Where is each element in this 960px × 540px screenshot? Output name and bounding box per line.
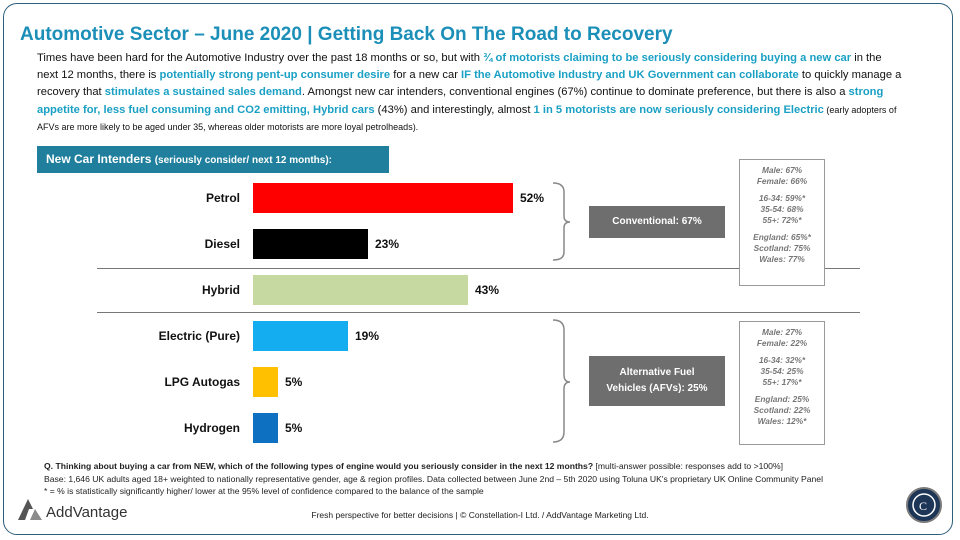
footer-tagline: Fresh perspective for better decisions |… (311, 510, 649, 520)
svg-text:C: C (919, 499, 927, 513)
group-label-afv: Alternative Fuel Vehicles (AFVs): 25% (589, 356, 725, 406)
group-label-text: Conventional: 67% (612, 216, 702, 227)
value-label: 43% (475, 283, 500, 297)
bar-diesel (253, 229, 368, 259)
survey-question-note: [multi-answer possible: responses add to… (593, 461, 783, 471)
panel-title-text: New Car Intenders (46, 152, 152, 166)
category-label: Electric (Pure) (158, 329, 240, 343)
survey-question-line: Q. Thinking about buying a car from NEW,… (44, 460, 924, 473)
demo-line: 35-54: 68% (760, 204, 804, 214)
demo-line: 16-34: 59%* (758, 193, 806, 203)
intro-highlight: stimulates a sustained sales demand (104, 86, 302, 99)
demo-line: Female: 66% (756, 176, 808, 186)
brand-name: AddVantage (46, 504, 128, 521)
intro-text: Times have been hard for the Automotive … (37, 52, 484, 64)
intro-highlight: IF the Automotive Industry and UK Govern… (461, 69, 799, 82)
demo-line: Wales: 12%* (757, 416, 807, 426)
bar-electric-pure (253, 321, 348, 351)
demo-line: Male: 27% (761, 327, 803, 337)
group-braces (552, 182, 571, 443)
group-separator (97, 312, 860, 313)
afv-brace (552, 319, 571, 443)
demo-line: England: 65%* (753, 232, 811, 242)
category-label: Petrol (205, 191, 240, 205)
demo-line: Female: 22% (756, 338, 808, 348)
demo-line: Male: 67% (761, 165, 803, 175)
value-label: 5% (285, 375, 303, 389)
demo-line: England: 25% (754, 394, 810, 404)
constellation-logo-icon: C (906, 487, 942, 523)
value-label: 23% (375, 237, 400, 251)
bar-lpg-autogas (253, 367, 278, 397)
bar-hybrid (253, 275, 468, 305)
survey-question: Q. Thinking about buying a car from NEW,… (44, 461, 594, 471)
value-label: 52% (520, 191, 545, 205)
intro-highlight: potentially strong pent-up consumer desi… (159, 69, 391, 82)
bar-hydrogen (253, 413, 278, 443)
category-label: Hydrogen (183, 421, 240, 435)
demo-line: Scotland: 75% (753, 243, 811, 253)
bar-petrol (253, 183, 513, 213)
demo-line: 55+: 17%* (762, 377, 802, 387)
intro-highlight: ¾ of motorists claiming to be seriously … (483, 52, 852, 64)
intro-text: in the next 12 months, there is (37, 52, 882, 82)
addvantage-logo-icon (18, 499, 42, 520)
group-label-conventional: Conventional: 67% (589, 206, 725, 238)
intro-text: . Amongst new car intenders, conventiona… (301, 86, 849, 99)
intro-text: to quickly manage a recovery that (37, 69, 902, 99)
intro-text: (43%) and interestingly, almost (374, 103, 534, 116)
chart-panel-title: New Car Intenders (seriously consider/ n… (37, 146, 389, 173)
demo-line: Wales: 77% (759, 254, 805, 264)
slide-title: Automotive Sector – June 2020 | Getting … (20, 24, 673, 45)
demo-line: 35-54: 25% (760, 366, 804, 376)
value-label: 19% (355, 329, 380, 343)
category-label: Diesel (204, 237, 240, 251)
value-label: 5% (285, 421, 303, 435)
survey-base: Base: 1,646 UK adults aged 18+ weighted … (44, 473, 823, 484)
panel-subtitle: (seriously consider/ next 12 months): (154, 155, 332, 166)
demographics-box-conventional: Male: 67% Female: 66% 16-34: 59%* 35-54:… (739, 159, 825, 286)
intro-paragraph: Times have been hard for the Automotive … (37, 50, 903, 136)
demo-line: 55+: 72%* (762, 215, 802, 225)
intro-highlight: 1 in 5 motorists are now seriously consi… (533, 103, 824, 116)
footnotes: Q. Thinking about buying a car from NEW,… (44, 460, 924, 498)
group-label-text: Alternative Fuel (619, 367, 695, 378)
category-label: LPG Autogas (164, 375, 240, 389)
category-label: Hybrid (201, 283, 240, 297)
intro-text: for a new car (390, 69, 462, 82)
demographics-box-afv: Male: 27% Female: 22% 16-34: 32%* 35-54:… (739, 321, 825, 445)
group-label-text: Vehicles (AFVs): 25% (606, 383, 708, 394)
group-separator (97, 268, 860, 269)
demo-line: Scotland: 22% (753, 405, 811, 415)
conventional-brace (552, 182, 571, 261)
intro-note: (early adopters of AFVs are more likely … (37, 104, 897, 132)
intro-highlight: strong appetite for, less fuel consuming… (37, 86, 884, 116)
significance-note: * = % is statistically significantly hig… (44, 486, 484, 496)
demo-line: 16-34: 32%* (758, 355, 806, 365)
slide-frame (3, 3, 953, 535)
